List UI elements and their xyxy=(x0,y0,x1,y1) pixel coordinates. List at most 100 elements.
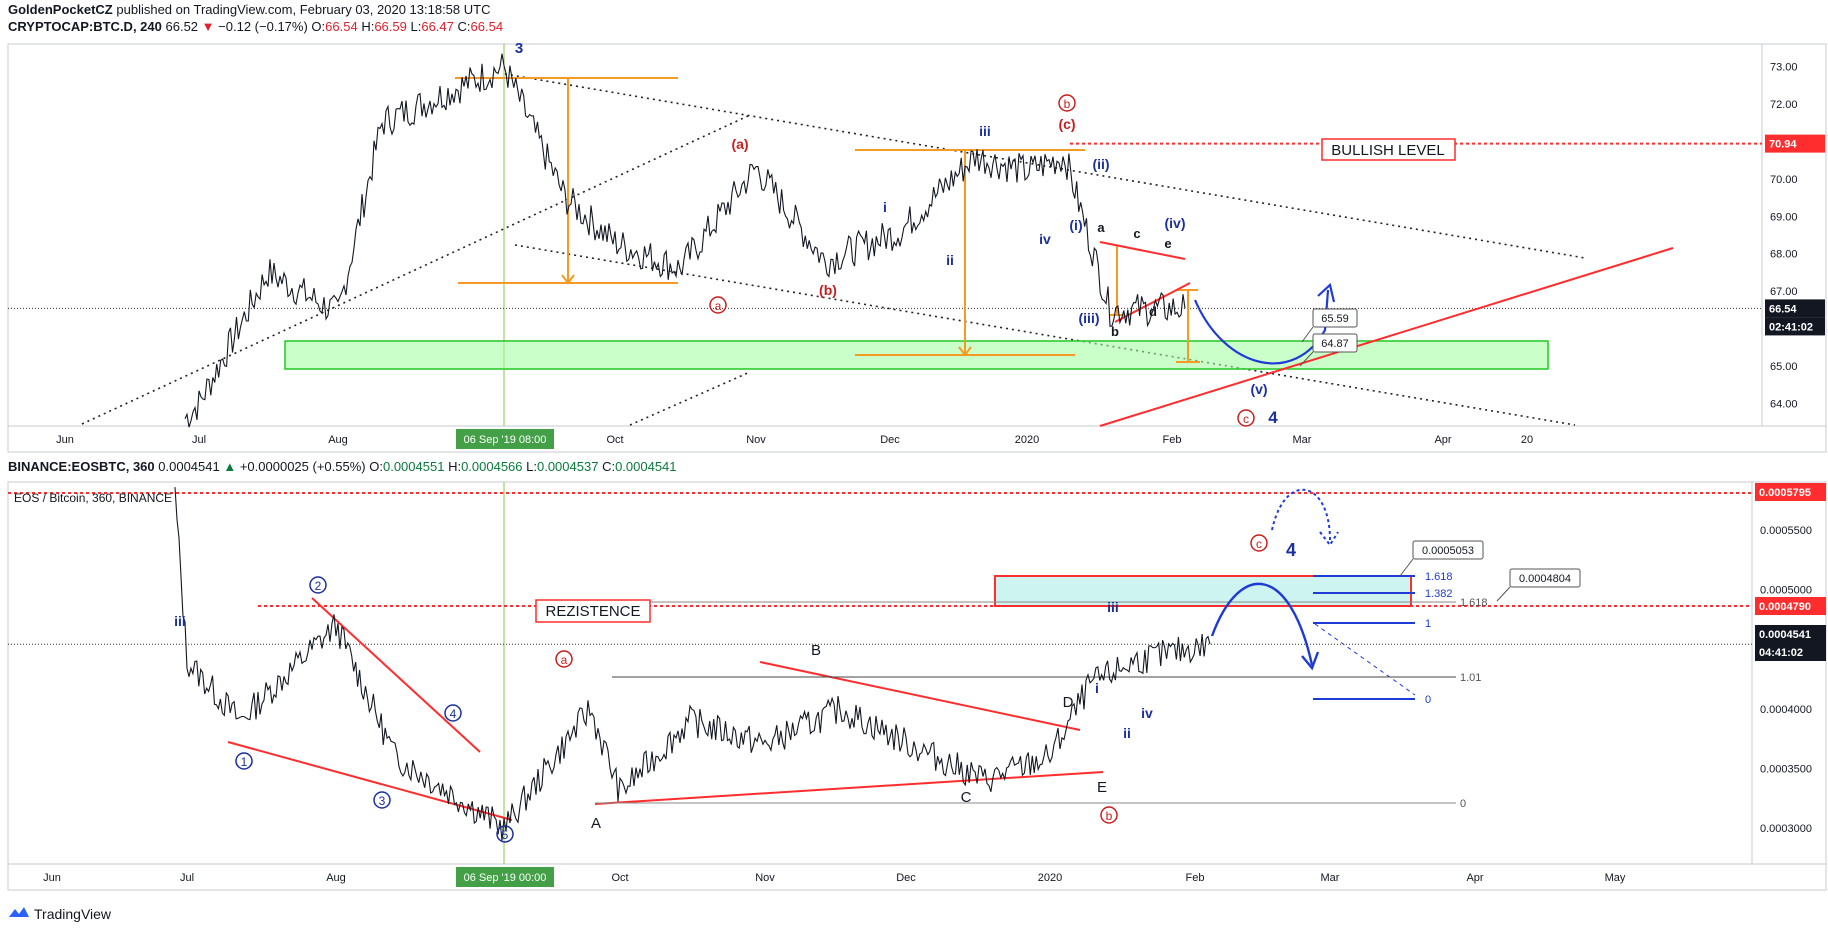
top-open: 66.54 xyxy=(325,19,358,34)
top-l-label: L: xyxy=(410,19,422,34)
top-symbol-line: CRYPTOCAP:BTC.D, 240 66.52 ▼ −0.12 (−0.1… xyxy=(8,19,503,34)
callout-65-59: 65.59 xyxy=(1321,313,1349,325)
y-tick-label: 0.0005500 xyxy=(1760,525,1812,537)
wave-label: iii xyxy=(1107,599,1119,615)
wave-label: 4 xyxy=(1268,408,1278,427)
wedge-line xyxy=(227,741,513,821)
wave-label: c xyxy=(1243,412,1249,426)
x-tick-label: 2020 xyxy=(1038,872,1062,884)
wave-label-circle xyxy=(1250,534,1268,552)
wave-label: C xyxy=(961,789,972,806)
wave-label: (ii) xyxy=(1092,156,1109,172)
bottom-o-label: O: xyxy=(369,459,383,474)
wave-label-circle xyxy=(373,791,391,809)
top-change-arrow: ▼ xyxy=(201,19,215,34)
x-tick-label: Oct xyxy=(606,434,623,446)
wave-label: D xyxy=(1063,694,1074,711)
x-tick-label: Jul xyxy=(192,434,206,446)
x-tick-label: 20 xyxy=(1521,434,1533,446)
pane-2-frame xyxy=(7,481,1753,865)
x-tick-label: 2020 xyxy=(1015,434,1039,446)
callout-box xyxy=(1509,568,1581,588)
last-price-tag: 66.54 xyxy=(1769,303,1797,315)
callout-0-0004804: 0.0004804 xyxy=(1519,573,1571,585)
wave-label: 2 xyxy=(315,579,322,593)
fib-label: 1.382 xyxy=(1425,588,1453,600)
top-h-label: H: xyxy=(361,19,375,34)
callout-box xyxy=(1412,540,1484,560)
x-tick-label: 06 Sep '19 08:00 xyxy=(464,434,547,446)
wave-label-circle xyxy=(235,752,253,770)
bottom-change-arrow: ▲ xyxy=(223,459,237,474)
wave-label: iii xyxy=(174,613,186,629)
wave-label: A xyxy=(591,815,601,832)
wave-label-circle xyxy=(555,650,573,668)
arrowhead xyxy=(1301,651,1320,671)
x-tick-label: Jun xyxy=(56,434,74,446)
fib-label: 0 xyxy=(1460,798,1466,810)
x-tick-label: Nov xyxy=(746,434,766,446)
wave-label: (iii) xyxy=(1079,310,1100,326)
top-symbol[interactable]: CRYPTOCAP:BTC.D, 240 xyxy=(8,19,162,34)
pane-legend: EOS / Bitcoin, 360, BINANCE xyxy=(14,491,172,505)
wave-label: c xyxy=(1133,226,1140,241)
wave-label: 4 xyxy=(1286,540,1296,560)
wave-label-circle xyxy=(496,825,514,843)
wave-label-circle xyxy=(444,704,462,722)
wave-label: b xyxy=(1106,809,1113,823)
top-c-label: C: xyxy=(457,19,471,34)
y-tick-label: 70.00 xyxy=(1770,174,1798,186)
wave-label: c xyxy=(1256,537,1262,551)
x-tick-label: Jul xyxy=(180,872,194,884)
wave-label: (a) xyxy=(731,136,748,152)
wedge-line xyxy=(1099,241,1186,260)
projected-path-dotted xyxy=(1271,488,1331,541)
wave-label: (v) xyxy=(1250,381,1267,397)
wave-label: iv xyxy=(1141,705,1153,721)
top-last: 66.52 xyxy=(165,19,199,34)
wave-label: B xyxy=(811,642,821,659)
price-tag-bg xyxy=(1755,643,1826,661)
tradingview-logo[interactable]: TradingView xyxy=(8,904,111,923)
bottom-change: +0.0000025 (+0.55%) xyxy=(239,459,366,474)
trendline-dotted xyxy=(81,114,751,425)
wave-label: b xyxy=(1111,324,1119,339)
tradingview-icon xyxy=(8,904,30,923)
bottom-l-label: L: xyxy=(526,459,537,474)
wave-label: (iv) xyxy=(1165,215,1186,231)
x-tick-label: Dec xyxy=(880,434,900,446)
x-tick-label: Aug xyxy=(328,434,348,446)
publish-header: GoldenPocketCZ published on TradingView.… xyxy=(8,2,490,17)
wave-label: iv xyxy=(1039,231,1051,247)
y-tick-label: 67.00 xyxy=(1770,286,1798,298)
author-name[interactable]: GoldenPocketCZ xyxy=(8,2,113,17)
x-tick-label: Nov xyxy=(755,872,775,884)
callout-pointer xyxy=(1399,558,1414,577)
x-tick-label: Apr xyxy=(1466,872,1483,884)
fib-label: 1.01 xyxy=(1460,672,1481,684)
wave-label-circle xyxy=(1100,806,1118,824)
support-trendline xyxy=(1099,247,1674,427)
countdown-tag: 02:41:02 xyxy=(1769,321,1813,333)
bottom-h-label: H: xyxy=(448,459,462,474)
wave-label: a xyxy=(1097,220,1105,235)
callout-pointer xyxy=(1301,326,1314,343)
bottom-high: 0.0004566 xyxy=(461,459,523,474)
bullish-level-box xyxy=(1321,138,1456,161)
arrowhead xyxy=(1317,282,1336,303)
wave-label: d xyxy=(1149,304,1157,319)
price-axis-2 xyxy=(1751,481,1827,865)
top-low: 66.47 xyxy=(421,19,454,34)
top-close: 66.54 xyxy=(470,19,504,34)
bullish-level-label: BULLISH LEVEL xyxy=(1331,142,1444,159)
bottom-symbol[interactable]: BINANCE:EOSBTC, 360 xyxy=(8,459,155,474)
last-price-tag: 0.0004541 xyxy=(1759,629,1811,641)
y-tick-label: 0.0004000 xyxy=(1760,704,1812,716)
wave-label: 5 xyxy=(502,828,509,842)
wave-label: (c) xyxy=(1058,116,1075,132)
y-tick-label: 73.00 xyxy=(1770,61,1798,73)
tradingview-brand: TradingView xyxy=(34,905,112,922)
wedge-line xyxy=(311,597,481,753)
rezistence-label: REZISTENCE xyxy=(545,603,640,620)
